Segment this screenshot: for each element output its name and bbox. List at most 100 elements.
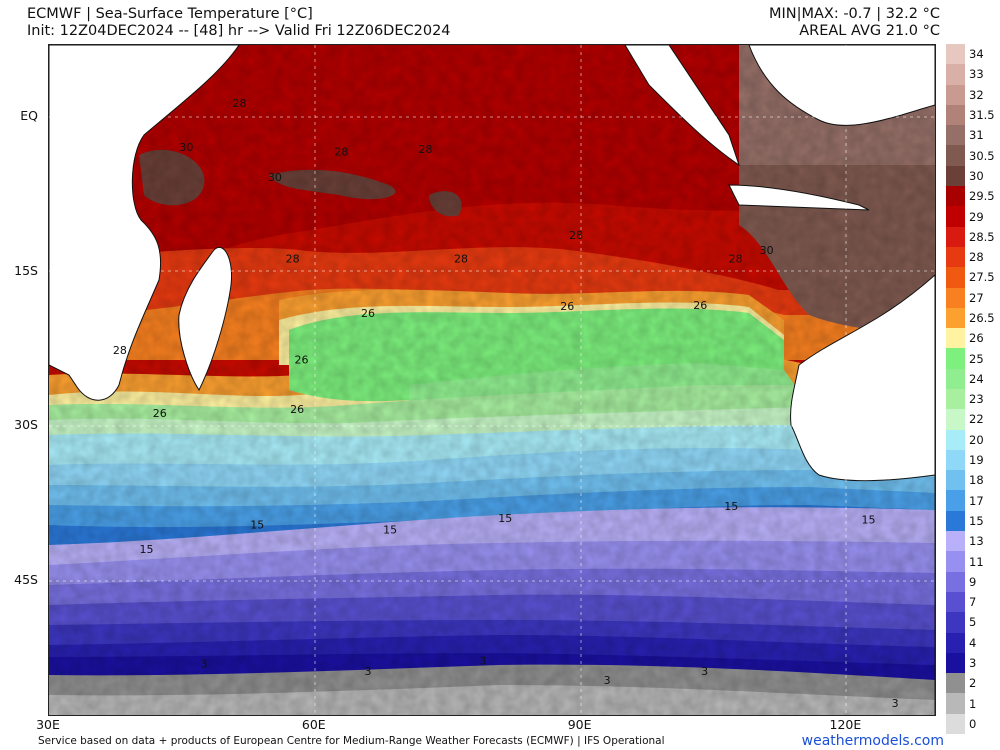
legend-swatch — [946, 267, 965, 289]
legend-swatch — [946, 226, 965, 248]
legend-swatch — [946, 368, 965, 390]
legend-label: 2 — [969, 676, 977, 691]
legend-label: 28 — [969, 250, 984, 265]
legend-label: 25 — [969, 351, 984, 366]
legend-label: 15 — [969, 513, 984, 528]
longitude-label: 30E — [36, 717, 60, 732]
legend-label: 5 — [969, 615, 977, 630]
sst-map[interactable]: 28 30 28 28 30 28 28 28 28 30 26 26 26 28 26 26 26 15 15 15… — [48, 44, 936, 716]
contour-label: 26 — [295, 354, 309, 367]
contour-label: 28 — [334, 145, 348, 158]
legend-label: 31.5 — [969, 108, 995, 123]
contour-label: 15 — [862, 513, 876, 526]
legend-label: 0 — [969, 716, 977, 731]
legend-swatch — [946, 125, 965, 146]
legend-label: 22 — [969, 412, 984, 427]
contour-label: 30 — [268, 171, 282, 184]
contour-label: 28 — [232, 97, 246, 110]
legend-swatch — [946, 328, 965, 349]
legend-label: 23 — [969, 392, 984, 407]
legend-label: 30 — [969, 168, 984, 183]
contour-label: 3 — [201, 658, 208, 671]
contour-label: 3 — [604, 674, 611, 687]
legend-label: 18 — [969, 473, 984, 488]
contour-labels: 28 30 28 28 30 28 28 28 28 30 26 26 26 28 26 26 26 15 15 15… — [113, 97, 899, 710]
legend-swatch — [946, 673, 965, 694]
legend-swatch — [946, 287, 965, 309]
latitude-label: EQ — [20, 108, 38, 124]
legend-swatch — [946, 307, 965, 329]
legend-label: 19 — [969, 453, 984, 468]
longitude-label: 120E — [829, 717, 862, 732]
legend-label: 1 — [969, 696, 977, 711]
legend-swatch — [946, 165, 965, 187]
legend-swatch — [946, 571, 965, 593]
legend-label: 26.5 — [969, 310, 995, 325]
contour-label: 15 — [383, 524, 397, 537]
init-valid-line: Init: 12Z04DEC2024 -- [48] hr --> Valid … — [27, 23, 451, 39]
legend-label: 33 — [969, 67, 984, 82]
legend-swatch — [946, 145, 965, 167]
legend-swatch — [946, 490, 965, 512]
contour-label: 26 — [361, 307, 375, 320]
borneo-landmass — [748, 45, 935, 126]
contour-label: 28 — [729, 252, 743, 265]
map-title: ECMWF | Sea-Surface Temperature [°C] — [27, 6, 313, 22]
legend-swatch — [946, 591, 965, 613]
legend-label: 27.5 — [969, 270, 995, 285]
legend-label: 4 — [969, 635, 977, 650]
contour-label: 28 — [286, 252, 300, 265]
contour-label: 3 — [701, 665, 708, 678]
africa-landmass — [49, 45, 240, 401]
legend-swatch — [946, 389, 965, 410]
legend-label: 34 — [969, 47, 984, 62]
legend-label: 28.5 — [969, 229, 995, 244]
sumatra-landmass — [624, 45, 740, 167]
madagascar-landmass — [178, 247, 233, 391]
latitude-label: 15S — [14, 262, 38, 278]
legend-swatch — [946, 409, 965, 431]
legend-label: 17 — [969, 493, 984, 508]
legend-label: 11 — [969, 554, 984, 569]
legend-label: 20 — [969, 432, 984, 447]
legend-swatch — [946, 551, 965, 573]
contour-label: 28 — [569, 229, 583, 242]
latitude-label: 30S — [14, 417, 38, 433]
contour-label: 28 — [113, 344, 127, 357]
data-credit: Service based on data + products of Euro… — [38, 735, 665, 747]
contour-label: 26 — [153, 407, 167, 420]
legend-label: 9 — [969, 574, 977, 589]
contour-label: 3 — [364, 665, 371, 678]
contour-label: 30 — [760, 244, 774, 257]
land-masses — [49, 45, 935, 715]
latitude-label: 45S — [14, 572, 38, 587]
legend-swatch — [946, 652, 965, 674]
legend-swatch — [946, 104, 965, 126]
brand-link[interactable]: weathermodels.com — [801, 733, 944, 749]
contour-label: 28 — [454, 252, 468, 265]
contour-label: 28 — [419, 143, 433, 156]
longitude-label: 60E — [301, 717, 326, 732]
graticule — [49, 45, 935, 715]
legend-label: 13 — [969, 534, 984, 549]
legend-swatch — [946, 693, 965, 715]
contour-label: 15 — [498, 512, 512, 525]
legend-swatch — [946, 44, 965, 65]
legend-label: 32 — [969, 87, 984, 102]
legend-swatch — [946, 206, 965, 228]
legend-label: 30.5 — [969, 148, 995, 163]
sst-bands — [49, 45, 935, 715]
color-scale-legend — [946, 44, 965, 735]
legend-swatch — [946, 429, 965, 451]
legend-swatch — [946, 470, 965, 491]
legend-label: 29 — [969, 209, 984, 224]
legend-swatch — [946, 186, 965, 207]
legend-label: 26 — [969, 331, 984, 346]
legend-swatch — [946, 84, 965, 106]
legend-swatch — [946, 64, 965, 86]
contour-label: 26 — [560, 300, 574, 313]
legend-label: 24 — [969, 371, 984, 386]
australia-landmass — [790, 274, 935, 715]
legend-label: 29.5 — [969, 189, 995, 204]
areal-average-readout: AREAL AVG 21.0 °C — [799, 23, 940, 39]
